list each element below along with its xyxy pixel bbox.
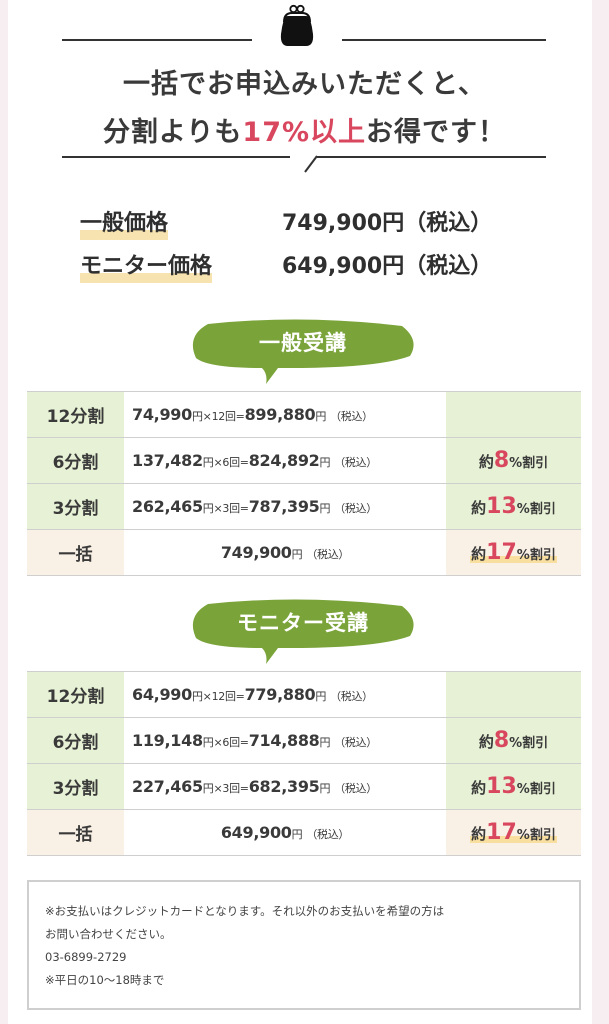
table-row: 12分割 74,990円×12回=899,880円 （税込） <box>27 391 581 438</box>
installment-calc: 64,990円×12回=779,880円 （税込） <box>124 671 446 718</box>
discount-cell <box>446 671 581 718</box>
discount-cell: 約17%割引 <box>446 809 581 856</box>
price-label: 一般価格 <box>80 205 169 240</box>
note-line: お問い合わせください。 <box>45 927 172 941</box>
headline-text: 分割よりも <box>102 117 243 148</box>
purse-icon <box>280 4 314 46</box>
speech-bubble-shape <box>192 319 414 384</box>
price-value: 649,900円（税込） <box>282 254 493 279</box>
installment-calc: 137,482円×6回=824,892円 （税込） <box>124 437 446 484</box>
table-row: 6分割 119,148円×6回=714,888円 （税込） 約8%割引 <box>27 717 581 764</box>
headline-divider-right <box>317 156 546 158</box>
table-row: 3分割 262,465円×3回=787,395円 （税込） 約13%割引 <box>27 483 581 530</box>
installment-calc: 119,148円×6回=714,888円 （税込） <box>124 717 446 764</box>
speech-notch <box>304 155 318 173</box>
business-hours: ※平日の10〜18時まで <box>45 973 165 987</box>
header-divider-right <box>342 39 546 41</box>
installment-label: 6分割 <box>27 717 124 764</box>
section-bubble-monitor: モニター受講 <box>188 598 418 664</box>
discount-cell: 約8%割引 <box>446 717 581 764</box>
phone-number[interactable]: 03-6899-2729 <box>45 950 127 964</box>
headline-divider-left <box>62 156 290 158</box>
discount-cell: 約17%割引 <box>446 529 581 576</box>
headline-text: お得です！ <box>366 117 507 148</box>
table-row: 6分割 137,482円×6回=824,892円 （税込） 約8%割引 <box>27 437 581 484</box>
installment-label: 3分割 <box>27 763 124 810</box>
installment-calc: 74,990円×12回=899,880円 （税込） <box>124 391 446 438</box>
installment-label: 6分割 <box>27 437 124 484</box>
discount-cell: 約13%割引 <box>446 763 581 810</box>
price-label: モニター価格 <box>80 248 213 283</box>
discount-cell: 約8%割引 <box>446 437 581 484</box>
headline-accent: 17%以上 <box>242 117 367 148</box>
lump-sum-label: 一括 <box>27 809 124 856</box>
headline-line-2: 分割よりも17%以上お得です！ <box>0 110 609 149</box>
speech-bubble-shape <box>192 599 414 664</box>
table-row: 一括 649,900円 （税込） 約17%割引 <box>27 809 581 856</box>
table-row: 12分割 64,990円×12回=779,880円 （税込） <box>27 671 581 718</box>
section-bubble-general: 一般受講 <box>188 318 418 384</box>
price-row-monitor: モニター価格 <box>80 246 213 283</box>
price-value: 749,900円（税込） <box>282 211 493 236</box>
lump-sum-price: 749,900円 （税込） <box>124 529 446 576</box>
headline-line-1: 一括でお申込みいただくと、 <box>123 69 486 100</box>
section-title: モニター受講 <box>237 611 369 635</box>
note-line: ※お支払いはクレジットカードとなります。それ以外のお支払いを希望の方は <box>45 904 445 918</box>
section-title: 一般受講 <box>259 331 347 355</box>
header-divider-left <box>62 39 252 41</box>
installment-calc: 227,465円×3回=682,395円 （税込） <box>124 763 446 810</box>
lump-sum-label: 一括 <box>27 529 124 576</box>
discount-cell <box>446 391 581 438</box>
lump-sum-price: 649,900円 （税込） <box>124 809 446 856</box>
installment-calc: 262,465円×3回=787,395円 （税込） <box>124 483 446 530</box>
plan-table-general: 12分割 74,990円×12回=899,880円 （税込） 6分割 137,48… <box>27 391 581 576</box>
payment-note-box: ※お支払いはクレジットカードとなります。それ以外のお支払いを希望の方は お問い合… <box>27 880 581 1010</box>
table-row: 一括 749,900円 （税込） 約17%割引 <box>27 529 581 576</box>
installment-label: 12分割 <box>27 391 124 438</box>
table-row: 3分割 227,465円×3回=682,395円 （税込） 約13%割引 <box>27 763 581 810</box>
discount-cell: 約13%割引 <box>446 483 581 530</box>
installment-label: 12分割 <box>27 671 124 718</box>
installment-label: 3分割 <box>27 483 124 530</box>
plan-table-monitor: 12分割 64,990円×12回=779,880円 （税込） 6分割 119,14… <box>27 671 581 856</box>
price-row-general: 一般価格 <box>80 203 169 240</box>
